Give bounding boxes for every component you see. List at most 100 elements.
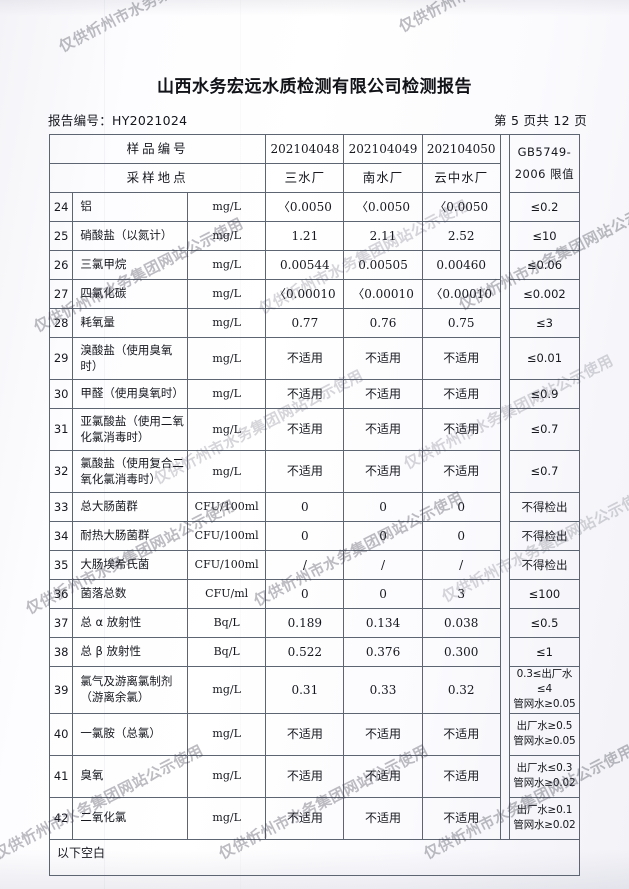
result-value-2: 不适用 <box>343 450 423 493</box>
column-gap <box>499 221 510 251</box>
result-value-1: 不适用 <box>265 337 345 380</box>
table-row: 29 溴酸盐（使用臭氧时） mg/L 不适用 不适用 不适用 ≤0.01 <box>48 337 581 380</box>
result-value-1: 1.21 <box>265 221 345 251</box>
table-row: 41 臭氧 mg/L 不适用 不适用 不适用 出厂水≤0.3 管网水≥0.02 <box>48 754 581 798</box>
result-value-3: 不适用 <box>421 337 501 380</box>
sample-no-3: 202104050 <box>421 134 501 164</box>
result-value-3: 不适用 <box>421 379 501 409</box>
parameter-unit: mg/L <box>187 192 267 222</box>
sample-no-1: 202104048 <box>265 134 345 164</box>
result-value-3: 0.038 <box>421 608 501 638</box>
row-index: 42 <box>48 796 74 840</box>
table-row: 32 氯酸盐（使用复合二氧化氯消毒时） mg/L 不适用 不适用 不适用 ≤0.7 <box>48 450 581 493</box>
result-value-2: 不适用 <box>343 379 423 409</box>
parameter-name: 溴酸盐（使用臭氧时） <box>72 337 189 380</box>
result-value-3: 不适用 <box>421 754 501 798</box>
parameter-name: 总大肠菌群 <box>72 492 189 522</box>
limit-value: 不得检出 <box>508 521 581 551</box>
table-row: 26 三氯甲烷 mg/L 0.00544 0.00505 0.00460 ≤0.06 <box>48 250 581 280</box>
parameter-name: 耐热大肠菌群 <box>72 521 189 551</box>
parameter-unit: mg/L <box>187 796 267 840</box>
sample-no-label: 样品编号 <box>48 134 267 164</box>
limit-value: 不得检出 <box>508 550 581 580</box>
column-gap <box>499 755 510 798</box>
table-row: 31 亚氯酸盐（使用二氧化氯消毒时） mg/L 不适用 不适用 不适用 ≤0.7 <box>48 408 581 451</box>
result-value-3: 0.75 <box>421 308 501 338</box>
parameter-unit: mg/L <box>187 754 267 798</box>
limit-value: 出厂水≥0.1 管网水≥0.02 <box>508 796 581 840</box>
row-index: 35 <box>48 550 74 580</box>
column-gap <box>499 579 510 609</box>
limit-value: ≤3 <box>508 308 581 338</box>
table-row: 35 大肠埃希氏菌 CFU/100ml / / / 不得检出 <box>48 550 581 580</box>
parameter-unit: mg/L <box>187 408 267 451</box>
parameter-unit: Bq/L <box>187 608 267 638</box>
parameter-unit: mg/L <box>187 221 267 251</box>
column-gap <box>499 550 510 580</box>
column-gap <box>499 666 510 714</box>
parameter-unit: mg/L <box>187 279 267 309</box>
column-gap <box>499 608 510 638</box>
column-gap <box>499 521 510 551</box>
result-value-3: 不适用 <box>421 796 501 840</box>
row-index: 33 <box>48 492 74 522</box>
table-header-sample-no: 样品编号 202104048 202104049 202104050 GB5749- 20… <box>48 134 581 193</box>
parameter-name: 四氯化碳 <box>72 279 189 309</box>
parameter-name: 一氯胺（总氯） <box>72 712 189 756</box>
parameter-name: 二氧化氯 <box>72 796 189 840</box>
result-value-1: 〈0.00010 <box>265 279 345 309</box>
parameter-name: 大肠埃希氏菌 <box>72 550 189 580</box>
parameter-name: 甲醛（使用臭氧时） <box>72 379 189 409</box>
limit-value: ≤0.2 <box>508 192 581 222</box>
parameter-unit: CFU/ml <box>187 579 267 609</box>
parameter-unit: mg/L <box>187 712 267 756</box>
sampling-site-label: 采样地点 <box>48 163 267 193</box>
result-value-1: 0 <box>265 579 345 609</box>
column-gap <box>499 308 510 338</box>
column-gap <box>499 450 510 493</box>
result-value-3: 〈0.0050 <box>421 192 501 222</box>
parameter-name: 铝 <box>72 192 189 222</box>
limit-value: ≤0.7 <box>508 450 581 493</box>
table-row: 42 二氧化氯 mg/L 不适用 不适用 不适用 出厂水≥0.1 管网水≥0.02 <box>48 796 581 840</box>
results-table-wrapper: 样品编号 202104048 202104049 202104050 GB5749- 20… <box>48 134 581 876</box>
table-row: 24 铝 mg/L 〈0.0050 〈0.0050 〈0.0050 ≤0.2 <box>48 192 581 222</box>
parameter-name: 氯气及游离氯制剂（游离余氯） <box>72 666 189 714</box>
result-value-1: 不适用 <box>265 408 345 451</box>
row-index: 32 <box>48 450 74 493</box>
row-index: 37 <box>48 608 74 638</box>
parameter-name: 菌落总数 <box>72 579 189 609</box>
limit-value: ≤0.9 <box>508 379 581 409</box>
result-value-2: 0.134 <box>343 608 423 638</box>
parameter-unit: mg/L <box>187 308 267 338</box>
result-value-1: 不适用 <box>265 754 345 798</box>
table-row: 30 甲醛（使用臭氧时） mg/L 不适用 不适用 不适用 ≤0.9 <box>48 379 581 409</box>
result-value-1: 不适用 <box>265 379 345 409</box>
limit-value: 不得检出 <box>508 492 581 522</box>
column-gap <box>499 492 510 522</box>
result-value-1: 不适用 <box>265 796 345 840</box>
result-value-2: 不适用 <box>343 337 423 380</box>
table-row: 38 总 β 放射性 Bq/L 0.522 0.376 0.300 ≤1 <box>48 637 581 667</box>
parameter-unit: CFU/100ml <box>187 521 267 551</box>
result-value-2: 0.33 <box>343 666 423 714</box>
watermark-text: 仅供忻州市水务集团网站公示使用 <box>55 0 272 57</box>
result-value-3: 不适用 <box>421 712 501 756</box>
limit-value: ≤0.06 <box>508 250 581 280</box>
sampling-site-1: 三水厂 <box>265 163 345 193</box>
result-value-3: 2.52 <box>421 221 501 251</box>
column-gap <box>499 637 510 667</box>
table-row: 39 氯气及游离氯制剂（游离余氯） mg/L 0.31 0.33 0.32 0.3≤出厂水≤… <box>48 666 581 714</box>
limit-value: ≤0.7 <box>508 408 581 451</box>
result-value-2: 0.00505 <box>343 250 423 280</box>
result-value-2: 〈0.0050 <box>343 192 423 222</box>
blank-area-note: 以下空白 <box>49 839 580 876</box>
result-value-1: / <box>265 550 345 580</box>
result-value-3: 不适用 <box>421 408 501 451</box>
page-title: 山西水务宏远水质检测有限公司检测报告 <box>157 77 472 97</box>
report-number: 报告编号：HY2021024 <box>48 113 188 128</box>
parameter-name: 耗氧量 <box>72 308 189 338</box>
limit-value: 出厂水≥0.5 管网水≥0.05 <box>508 712 581 756</box>
row-index: 26 <box>48 250 74 280</box>
